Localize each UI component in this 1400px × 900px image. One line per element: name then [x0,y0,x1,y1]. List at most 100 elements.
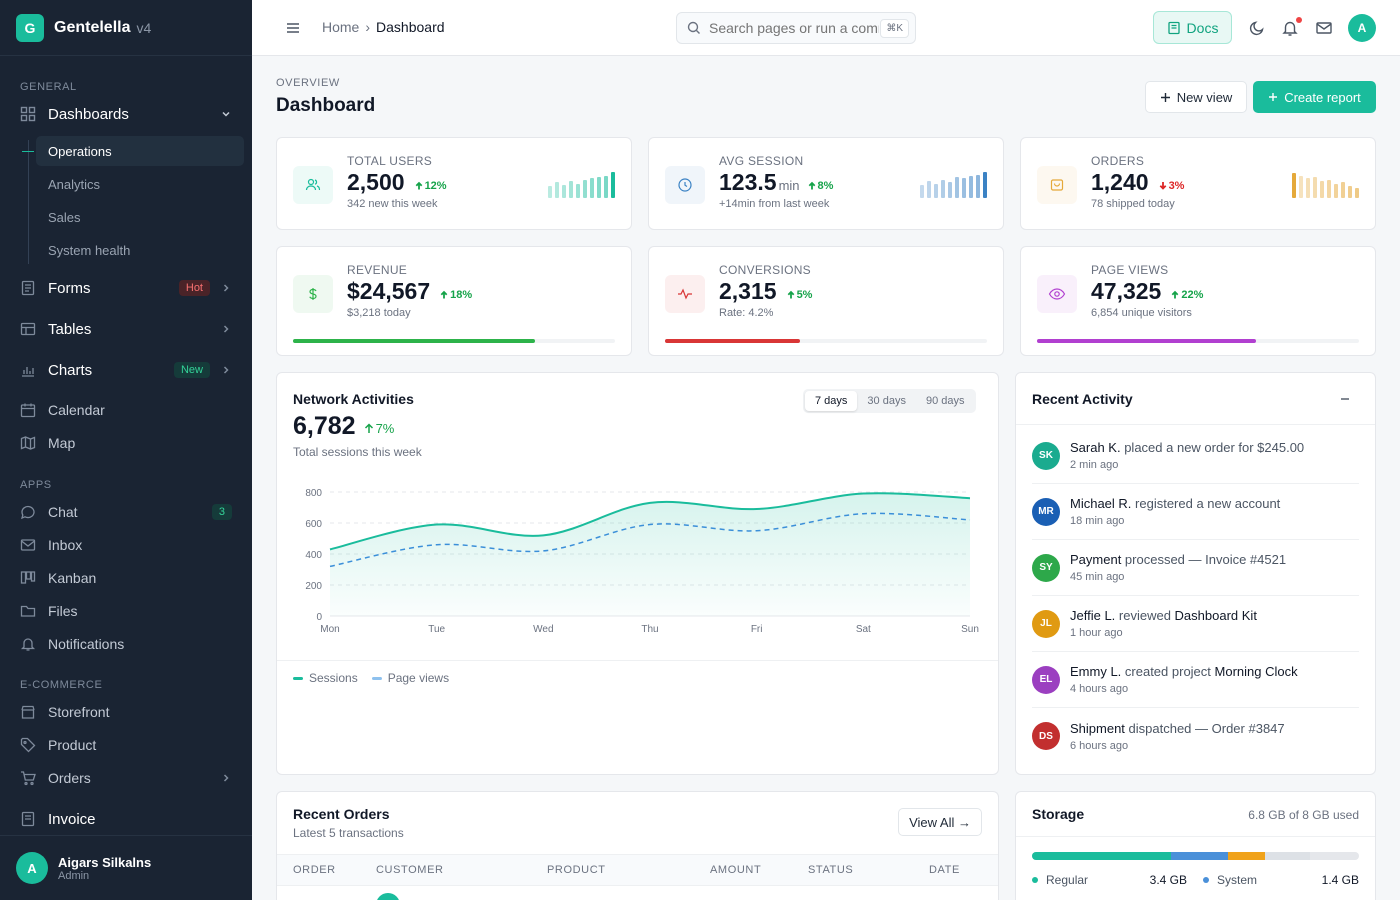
page-views-line [329,512,971,568]
sidebar-sub-analytics[interactable]: Analytics [48,176,101,192]
sidebar-item-forms[interactable]: Forms Hot [0,273,252,303]
sidebar-item-invoice[interactable]: Invoice [0,804,252,834]
sidebar-item-kanban[interactable]: Kanban [0,563,252,593]
activity-actor: Emmy L. [1070,664,1122,679]
activity-actor: Payment [1070,552,1122,567]
range-7-days[interactable]: 7 days [805,391,858,411]
menu-icon[interactable] [284,19,302,37]
sidebar-item-product[interactable]: Product [0,730,252,760]
divider [1016,836,1375,837]
sidebar-item-files[interactable]: Files [0,596,252,626]
arrow-up-icon [364,423,373,433]
shortcut-kbd: ⌘K [880,18,909,38]
activity-item[interactable]: SK Sarah K. placed a new order for $245.… [1032,428,1359,484]
stat-icon-wrap [665,275,705,313]
new-view-button[interactable]: New view [1145,81,1247,113]
stat-icon-wrap [293,166,333,204]
range-30-days[interactable]: 30 days [867,395,906,407]
chevron-right-icon [223,284,229,292]
sparkline-bar [604,176,608,198]
sidebar-item-notifications[interactable]: Notifications [0,629,252,659]
activity-item[interactable]: MR Michael R. registered a new account 1… [1032,484,1359,540]
sidebar-item-orders[interactable]: Orders [0,763,252,793]
collapse-icon[interactable] [1339,393,1351,405]
network-value-row: 6,782 7% [293,412,394,441]
activity-avatar: JL [1032,609,1060,638]
sparkline-bar [611,172,615,198]
chevron-down-icon [222,111,230,117]
network-value: 6,782 [293,412,356,440]
legend-label: Sessions [309,671,358,685]
activity-action: dispatched — Order #3847 [1124,720,1285,736]
sidebar: G Gentelella v4 GENERAL Dashboards Opera… [0,0,252,900]
y-tick-label: 400 [305,550,322,561]
sidebar-sub-system-health[interactable]: System health [48,242,131,258]
view-all-button[interactable]: View All → [898,808,982,836]
y-tick-label: 0 [316,612,322,623]
stat-delta-value: 12% [424,179,447,192]
activity-item[interactable]: DS Shipment dispatched — Order #3847 6 h… [1032,708,1359,764]
create-report-label: Create report [1284,89,1361,105]
sidebar-item-tables[interactable]: Tables [0,314,252,344]
chat-icon [21,505,35,520]
activity-item[interactable]: SY Payment processed — Invoice #4521 45 … [1032,540,1359,596]
search-input[interactable] [709,20,879,36]
stat-subtext: Rate: 4.2% [719,307,774,319]
activity-time: 4 hours ago [1070,683,1129,695]
form-icon [21,280,35,296]
col-amount[interactable]: AMOUNT [710,864,762,876]
sidebar-item-dashboards[interactable]: Dashboards [0,99,252,129]
col-status[interactable]: STATUS [808,864,854,876]
search-box[interactable]: ⌘K [676,12,916,44]
avatar[interactable]: A [1348,14,1376,42]
sidebar-item-chat[interactable]: Chat 3 [0,497,252,527]
docs-button[interactable]: Docs [1153,11,1232,44]
sparkline-bar [562,185,566,198]
col-customer[interactable]: CUSTOMER [376,864,444,876]
stat-delta-value: 22% [1181,288,1204,301]
sparkline-bar [1334,184,1338,198]
sparkline-bar [1355,188,1359,198]
sidebar-item-label: Orders [48,770,91,786]
sidebar-item-calendar[interactable]: Calendar [0,395,252,425]
stat-value-row: 47,325 22% [1091,278,1203,305]
sidebar-sub-operations[interactable]: Operations [36,136,244,166]
range-90-days[interactable]: 90 days [925,395,965,407]
bell-icon[interactable] [1281,19,1299,37]
storage-segment [1032,852,1171,860]
activity-actor: Michael R. [1070,496,1132,511]
sparkline [1292,172,1359,198]
create-report-button[interactable]: Create report [1253,81,1376,113]
legend-sessions[interactable]: Sessions [293,671,358,685]
sidebar-item-inbox[interactable]: Inbox [0,530,252,560]
col-date[interactable]: DATE [929,864,960,876]
sidebar-item-charts[interactable]: Charts New [0,355,252,385]
brand[interactable]: G Gentelella v4 [0,0,252,56]
col-product[interactable]: PRODUCT [547,864,606,876]
legend-page-views[interactable]: Page views [371,671,449,685]
sidebar-item-map[interactable]: Map [0,428,252,458]
progress-bar [665,339,987,343]
activity-text: Jeffie L. reviewed Dashboard Kit [1070,608,1257,623]
hot-badge: Hot [178,280,210,296]
sidebar-sub-sales[interactable]: Sales [48,209,81,225]
breadcrumb-home[interactable]: Home [322,19,360,35]
mail-icon[interactable] [1315,19,1333,37]
sidebar-item-storefront[interactable]: Storefront [0,697,252,727]
activity-text: Sarah K. placed a new order for $245.00 [1070,440,1304,455]
avatar: A [16,852,48,884]
col-order[interactable]: ORDER [293,864,336,876]
orders-subtitle: Latest 5 transactions [293,826,404,840]
docs-label: Docs [1186,19,1219,36]
activity-item[interactable]: JL Jeffie L. reviewed Dashboard Kit 1 ho… [1032,596,1359,652]
activity-item[interactable]: EL Emmy L. created project Morning Clock… [1032,652,1359,708]
activity-action: processed — Invoice #4521 [1121,552,1287,567]
activity-body: Shipment dispatched — Order #3847 6 hour… [1070,721,1285,752]
grid-icon [20,106,36,122]
sparkline-bar [590,178,594,198]
activity-actor: Jeffie L. [1070,608,1116,623]
activity-action: created project [1121,664,1215,679]
moon-icon[interactable] [1248,19,1266,37]
stat-delta: 8% [808,180,833,192]
user-profile[interactable]: A Aigars Silkalns Admin [0,835,252,900]
